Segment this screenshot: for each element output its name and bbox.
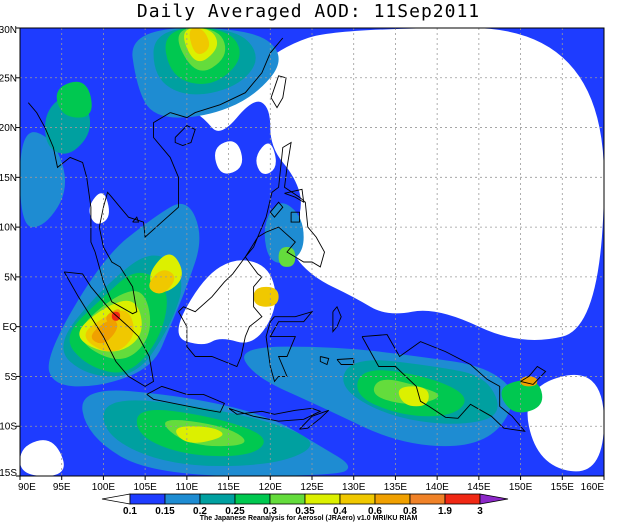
aod-region bbox=[176, 426, 223, 443]
credit-text: The Japanese Reanalysis for Aerosol (JRA… bbox=[199, 515, 418, 522]
aod-region bbox=[193, 28, 604, 340]
lat-label: 20N bbox=[0, 123, 17, 134]
coastline bbox=[27, 102, 179, 315]
colorbar-segment bbox=[269, 493, 306, 505]
coastline bbox=[132, 216, 140, 223]
coastline bbox=[319, 356, 330, 366]
aod-region bbox=[520, 376, 538, 387]
lon-label: 130E bbox=[342, 482, 366, 493]
lat-label: 30N bbox=[0, 25, 17, 36]
lat-label: EQ bbox=[3, 322, 18, 333]
aod-region bbox=[91, 320, 118, 344]
aod-field bbox=[20, 28, 604, 476]
lon-label: 140E bbox=[425, 482, 449, 493]
lat-label: 10S bbox=[0, 422, 17, 433]
lon-label: 160E bbox=[581, 482, 605, 493]
lon-label: 120E bbox=[259, 482, 283, 493]
colorbar-level-label: 0.2 bbox=[193, 506, 207, 517]
colorbar-level-label: 0.1 bbox=[123, 506, 137, 517]
lat-label: 25N bbox=[0, 73, 17, 84]
coastline bbox=[520, 365, 547, 385]
aod-region bbox=[256, 143, 276, 175]
colorbar: 0.1 0.15 0.2 0.25 0.3 0.35 0.4 0.6 0.8 1.9 3 bbox=[101, 493, 509, 517]
lon-label: 90E bbox=[18, 482, 36, 493]
colorbar-level-label: 0.4 bbox=[333, 506, 347, 517]
lon-label: 135E bbox=[384, 482, 408, 493]
colorbar-segment bbox=[304, 493, 341, 505]
aod-region bbox=[189, 28, 210, 55]
colorbar-segment bbox=[409, 493, 446, 505]
lat-label: 15N bbox=[0, 173, 17, 184]
coastline bbox=[299, 409, 330, 430]
aod-region bbox=[178, 260, 276, 345]
lon-label: 110E bbox=[176, 482, 199, 493]
colorbar-segment bbox=[164, 493, 201, 505]
lon-label: 150E bbox=[509, 482, 533, 493]
lon-label: 95E bbox=[53, 482, 71, 493]
lon-label: 115E bbox=[217, 482, 240, 493]
aod-region bbox=[501, 380, 543, 413]
colorbar-level-label: 0.25 bbox=[225, 506, 245, 517]
lat-label: 10N bbox=[0, 223, 17, 234]
coastline bbox=[269, 201, 284, 218]
coastline bbox=[284, 188, 305, 204]
colorbar-segment bbox=[234, 493, 271, 505]
coastline bbox=[265, 310, 314, 383]
lat-label: 15S bbox=[0, 468, 17, 479]
colorbar-segment bbox=[374, 493, 411, 505]
map-title: Daily Averaged AOD: 11Sep2011 bbox=[136, 1, 481, 22]
colorbar-level-label: 3 bbox=[477, 506, 483, 517]
colorbar-segment bbox=[339, 493, 376, 505]
aod-region bbox=[253, 286, 279, 307]
colorbar-level-label: 1.9 bbox=[438, 506, 452, 517]
coastline bbox=[332, 305, 342, 333]
colorbar-level-label: 0.8 bbox=[403, 506, 417, 517]
colorbar-segment bbox=[444, 493, 481, 505]
longitude-axis: 90E 95E 100E 105E 110E 115E 120E 125E 130E 135E 14… bbox=[18, 476, 605, 493]
coastline bbox=[178, 256, 263, 368]
colorbar-level-label: 0.3 bbox=[263, 506, 277, 517]
lat-label: 5N bbox=[4, 272, 17, 283]
aod-region bbox=[56, 81, 92, 118]
aod-region bbox=[278, 247, 296, 267]
lon-label: 105E bbox=[133, 482, 157, 493]
aod-region bbox=[527, 374, 604, 472]
coastline bbox=[63, 271, 154, 387]
latitude-axis: 30N 25N 20N 15N 10N 5N EQ 5S 10S 15S bbox=[0, 25, 20, 479]
coastline bbox=[244, 141, 325, 268]
coastline bbox=[170, 37, 284, 119]
lon-label: 100E bbox=[92, 482, 116, 493]
aod-region bbox=[149, 270, 175, 294]
lon-label: 145E bbox=[467, 482, 491, 493]
aod-region bbox=[89, 193, 109, 224]
lon-label: 125E bbox=[300, 482, 324, 493]
coastline bbox=[270, 75, 287, 109]
coastline bbox=[290, 211, 300, 223]
colorbar-high-arrow bbox=[479, 493, 509, 505]
colorbar-level-label: 0.15 bbox=[155, 506, 175, 517]
aod-region bbox=[20, 440, 64, 476]
aod-region bbox=[507, 167, 535, 198]
colorbar-level-label: 0.35 bbox=[295, 506, 315, 517]
colorbar-low-arrow bbox=[101, 493, 131, 505]
coastline bbox=[174, 125, 196, 146]
colorbar-segment bbox=[129, 493, 166, 505]
colorbar-level-label: 0.6 bbox=[368, 506, 382, 517]
aod-region bbox=[20, 132, 66, 228]
lat-label: 5S bbox=[5, 372, 18, 383]
colorbar-segment bbox=[199, 493, 236, 505]
gridlines bbox=[20, 28, 604, 476]
coastline bbox=[146, 385, 226, 413]
aod-region bbox=[264, 203, 304, 263]
aod-region bbox=[215, 141, 243, 174]
lon-label: 155E bbox=[551, 482, 575, 493]
